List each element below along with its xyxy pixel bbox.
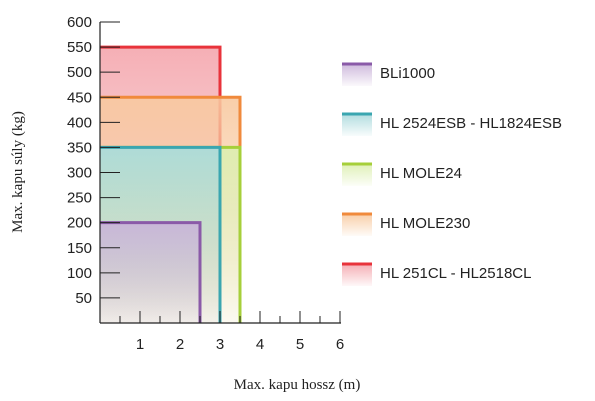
y-tick-label: 150 — [67, 240, 92, 257]
x-ticks: 1 2 3 4 5 6 — [119, 311, 344, 353]
legend-item-hl-251cl-hl2518cl: HL 251CL - HL2518CL — [342, 262, 531, 286]
legend-item-hl-mole24: HL MOLE24 — [342, 162, 462, 186]
x-tick-label: 4 — [256, 336, 264, 353]
series-areas — [100, 45, 242, 323]
x-axis-title: Max. kapu hossz (m) — [234, 377, 361, 393]
legend-item-hl-mole230: HL MOLE230 — [342, 212, 470, 236]
y-tick-label: 300 — [67, 165, 92, 182]
outline-hl-2524esb-hl1824esb — [100, 145, 222, 323]
legend-swatch — [342, 264, 372, 286]
legend-item-bli1000: BLi1000 — [342, 62, 435, 86]
y-tick-label: 600 — [67, 14, 92, 31]
legend-label: HL MOLE230 — [380, 215, 470, 232]
legend-swatch — [342, 64, 372, 86]
legend-swatch — [342, 114, 372, 136]
x-tick-label: 6 — [336, 336, 344, 353]
legend-label: HL 2524ESB - HL1824ESB — [380, 115, 562, 132]
y-tick-label: 200 — [67, 215, 92, 232]
outline-bli1000 — [100, 221, 202, 323]
y-ticks: 50 100 150 200 250 300 350 400 450 500 550 600 — [67, 14, 120, 307]
legend: BLi1000 HL 2524ESB - HL1824ESB HL MOLE24 HL… — [342, 62, 562, 286]
legend-swatch — [342, 214, 372, 236]
x-tick-label: 3 — [216, 336, 224, 353]
y-tick-label: 100 — [67, 265, 92, 282]
x-tick-label: 1 — [136, 336, 144, 353]
x-tick-label: 2 — [176, 336, 184, 353]
legend-label: BLi1000 — [380, 65, 435, 82]
y-tick-label: 400 — [67, 114, 92, 131]
y-axis-title: Max. kapu súly (kg) — [10, 111, 26, 233]
legend-label: HL 251CL - HL2518CL — [380, 265, 531, 282]
y-tick-label: 50 — [75, 290, 92, 307]
y-tick-label: 350 — [67, 139, 92, 156]
legend-swatch — [342, 164, 372, 186]
y-tick-label: 450 — [67, 89, 92, 106]
y-tick-label: 250 — [67, 190, 92, 207]
x-tick-label: 5 — [296, 336, 304, 353]
y-tick-label: 550 — [67, 39, 92, 56]
legend-label: HL MOLE24 — [380, 165, 462, 182]
legend-item-hl-2524esb-hl1824esb: HL 2524ESB - HL1824ESB — [342, 112, 562, 136]
y-tick-label: 500 — [67, 64, 92, 81]
